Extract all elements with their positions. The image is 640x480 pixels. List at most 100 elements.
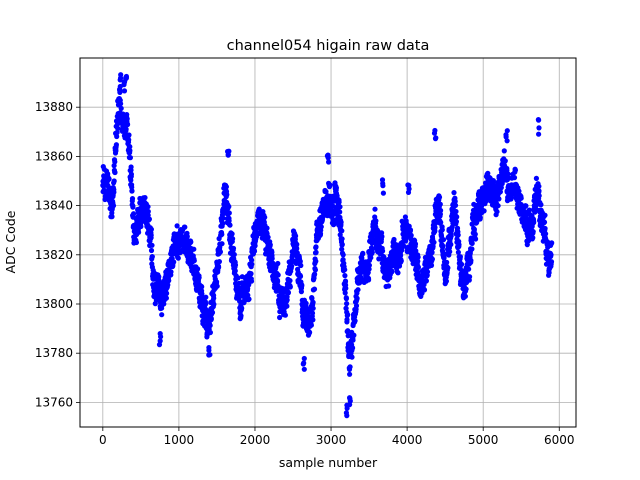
data-point (224, 192, 230, 198)
data-point (462, 293, 468, 299)
data-point (175, 255, 181, 261)
data-point (530, 229, 536, 235)
data-point (398, 252, 404, 259)
data-point (131, 211, 137, 217)
data-point (303, 300, 309, 306)
data-point (208, 315, 214, 322)
plot-frame (79, 57, 577, 428)
data-point (130, 204, 136, 210)
data-point (220, 210, 226, 217)
data-point (231, 251, 237, 258)
data-point (448, 241, 454, 248)
data-point (226, 210, 232, 216)
data-point (182, 224, 188, 230)
data-point (429, 256, 435, 262)
data-point (248, 278, 255, 284)
data-point (156, 274, 162, 280)
data-point (412, 241, 419, 247)
x-tick-label: 2000 (240, 433, 271, 447)
data-point (267, 242, 273, 248)
data-point (221, 206, 227, 212)
data-point (536, 131, 542, 137)
data-point (457, 254, 463, 260)
data-point (366, 277, 372, 283)
data-point (443, 278, 449, 284)
data-point (166, 278, 172, 284)
data-point (339, 228, 345, 234)
data-point (113, 148, 119, 154)
data-point (127, 155, 133, 161)
data-point (459, 261, 465, 267)
data-point (114, 133, 120, 140)
data-point (424, 269, 431, 275)
data-point (467, 274, 473, 280)
data-point (165, 282, 171, 288)
data-point (118, 101, 124, 107)
y-tick-label: 13840 (35, 199, 73, 213)
data-point (114, 129, 120, 136)
data-point (196, 275, 202, 281)
data-point (503, 132, 509, 138)
data-point (342, 267, 348, 273)
data-point (342, 273, 348, 279)
data-point (354, 295, 360, 301)
data-point (308, 322, 314, 328)
data-point (430, 243, 436, 249)
data-point (115, 125, 121, 131)
data-point (336, 199, 342, 205)
data-point (538, 202, 544, 208)
data-point (408, 232, 414, 238)
data-point (423, 278, 429, 284)
data-point (323, 189, 329, 195)
data-point (239, 305, 245, 311)
data-point (191, 246, 197, 252)
data-point (523, 203, 529, 209)
data-point (168, 269, 174, 275)
data-point (431, 239, 437, 245)
data-point (386, 283, 392, 289)
data-point (389, 268, 395, 274)
data-point (407, 227, 414, 233)
data-point (320, 214, 326, 220)
data-point (203, 301, 209, 307)
data-point (463, 286, 469, 292)
data-point (490, 178, 496, 184)
data-point (337, 204, 343, 210)
data-point (345, 328, 351, 334)
data-point (223, 184, 229, 190)
data-point (298, 262, 304, 269)
data-point (347, 371, 353, 377)
data-point (284, 303, 290, 309)
data-point (256, 206, 262, 212)
data-point (542, 225, 548, 232)
data-point (112, 159, 118, 165)
data-point (284, 297, 290, 303)
data-point (238, 313, 244, 319)
data-point (126, 137, 132, 143)
data-point (235, 275, 241, 281)
data-point (211, 295, 217, 301)
data-point (229, 231, 235, 237)
data-point (128, 164, 134, 170)
data-point (471, 226, 477, 232)
data-point (313, 244, 319, 250)
data-point (350, 345, 356, 351)
data-point (504, 128, 510, 134)
data-point (472, 231, 478, 237)
data-point (440, 243, 446, 249)
data-point (226, 204, 232, 210)
data-point (396, 263, 403, 269)
data-point (312, 267, 318, 273)
data-point (318, 224, 324, 230)
data-point (275, 278, 281, 285)
data-point (339, 236, 345, 242)
data-point (415, 254, 421, 260)
data-point (468, 257, 474, 264)
data-point (216, 264, 222, 270)
data-point (548, 259, 555, 265)
data-point (455, 232, 461, 238)
data-point (232, 268, 238, 274)
data-point (300, 361, 306, 367)
data-point (347, 402, 353, 408)
x-tick-label: 3000 (316, 433, 347, 447)
